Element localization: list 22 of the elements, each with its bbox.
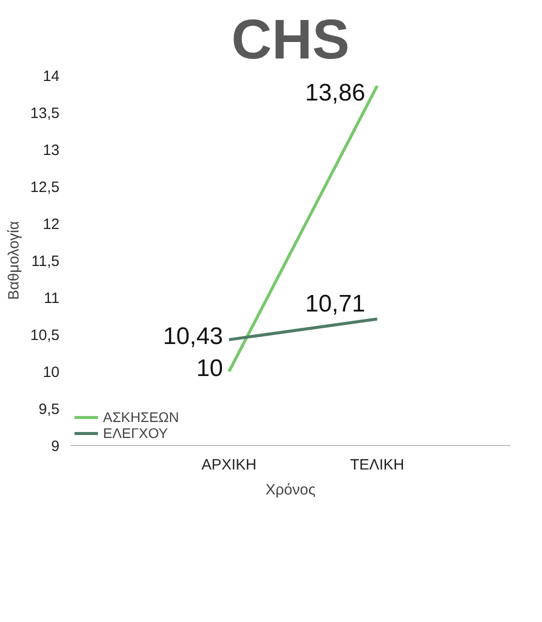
data-label: 10,71 xyxy=(305,290,366,318)
y-tick-label: 11,5 xyxy=(31,253,60,270)
y-tick-label: 10 xyxy=(42,364,60,381)
data-label: 10,43 xyxy=(162,323,224,350)
y-tick-label: 13,5 xyxy=(30,105,60,122)
x-axis-title: Χρόνος xyxy=(266,482,316,498)
y-tick-label: 10,5 xyxy=(30,327,60,344)
legend-label: ΕΛΕΓΧΟΥ xyxy=(103,425,168,441)
y-tick-label: 14 xyxy=(42,68,60,85)
y-tick-label: 11 xyxy=(44,290,60,307)
y-tick-label: 9 xyxy=(51,438,60,455)
legend-label: ΑΣΚΗΣΕΩΝ xyxy=(103,409,180,425)
data-label: 13,86 xyxy=(305,79,366,106)
y-axis-title: Βαθμολογία xyxy=(5,220,22,300)
y-tick-label: 12,5 xyxy=(30,179,60,196)
x-tick-label: ΤΕΛΙΚΗ xyxy=(350,456,404,474)
data-label: 10 xyxy=(196,355,224,382)
y-tick-label: 12 xyxy=(42,216,60,233)
chart-title: CHS xyxy=(231,8,350,70)
y-tick-label: 13 xyxy=(42,142,60,159)
y-tick-label: 9,5 xyxy=(38,401,60,418)
x-tick-label: ΑΡΧΙΚΗ xyxy=(202,456,257,474)
